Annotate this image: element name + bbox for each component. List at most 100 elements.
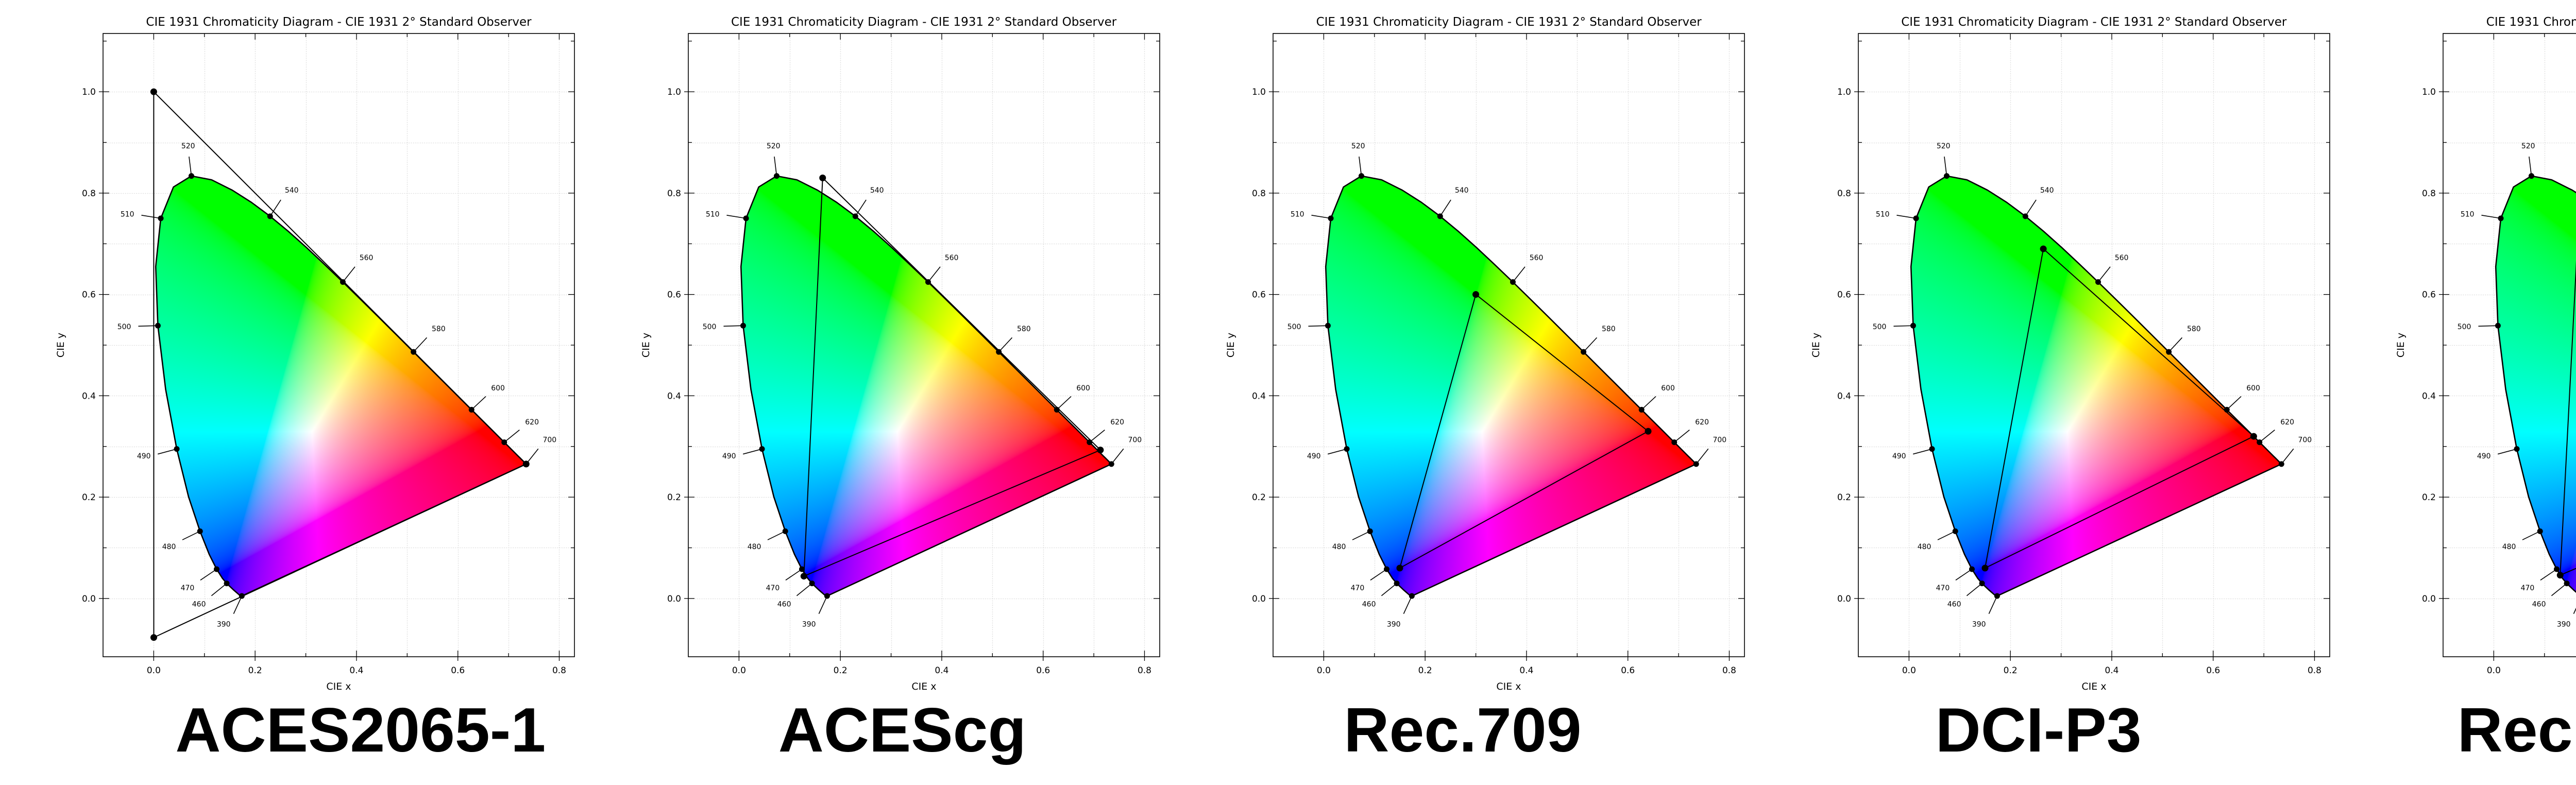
svg-text:470: 470 — [1351, 584, 1365, 592]
svg-text:600: 600 — [491, 384, 505, 392]
chart-title: CIE 1931 Chromaticity Diagram - CIE 1931… — [2486, 15, 2576, 29]
svg-text:0.4: 0.4 — [82, 391, 96, 401]
svg-text:390: 390 — [1387, 620, 1401, 628]
svg-text:0.4: 0.4 — [349, 665, 363, 676]
svg-text:0.8: 0.8 — [667, 189, 681, 199]
svg-text:490: 490 — [1892, 452, 1906, 460]
colorspace-label: DCI-P3 — [1935, 695, 2142, 765]
chart-axes-overlay: 0.0 0.2 0.4 0.6 0.8 0.0 0.2 0.4 0.6 0.8 1.0 CIE x CI… — [1810, 33, 2330, 692]
svg-text:460: 460 — [1362, 600, 1376, 608]
cie-figure: CIE 1931 Chromaticity Diagram - CIE 1931… — [585, 0, 1171, 693]
svg-text:540: 540 — [2040, 186, 2054, 195]
svg-text:480: 480 — [162, 543, 176, 551]
svg-text:0.2: 0.2 — [833, 665, 847, 676]
svg-text:0.6: 0.6 — [1252, 290, 1266, 300]
chromaticity-fill-canvas — [688, 33, 1160, 657]
svg-text:540: 540 — [870, 186, 884, 195]
svg-text:0.0: 0.0 — [2487, 665, 2501, 676]
svg-text:0.4: 0.4 — [1837, 391, 1851, 401]
chromaticity-panel-acescg: CIE 1931 Chromaticity Diagram - CIE 1931… — [585, 0, 1171, 785]
svg-text:700: 700 — [543, 436, 556, 444]
svg-text:520: 520 — [766, 142, 780, 150]
svg-text:500: 500 — [702, 323, 716, 331]
svg-text:390: 390 — [1972, 620, 1986, 628]
cie-figure: CIE 1931 Chromaticity Diagram - CIE 1931… — [1755, 0, 2341, 693]
svg-text:0.8: 0.8 — [82, 189, 96, 199]
svg-text:0.4: 0.4 — [2422, 391, 2436, 401]
svg-text:0.4: 0.4 — [935, 665, 948, 676]
svg-text:0.6: 0.6 — [667, 290, 681, 300]
svg-text:510: 510 — [1876, 211, 1890, 219]
svg-text:540: 540 — [285, 186, 299, 195]
svg-text:390: 390 — [802, 620, 816, 628]
svg-text:0.0: 0.0 — [1252, 594, 1266, 604]
chart-title: CIE 1931 Chromaticity Diagram - CIE 1931… — [1316, 15, 1702, 29]
svg-text:1.0: 1.0 — [2422, 87, 2436, 97]
chromaticity-fill-canvas — [1273, 33, 1745, 657]
svg-text:0.2: 0.2 — [1837, 492, 1851, 503]
svg-text:600: 600 — [1661, 384, 1675, 392]
svg-text:700: 700 — [1713, 436, 1727, 444]
svg-text:0.0: 0.0 — [1902, 665, 1916, 676]
svg-text:0.0: 0.0 — [82, 594, 96, 604]
svg-text:470: 470 — [181, 584, 195, 592]
svg-text:480: 480 — [1332, 543, 1346, 551]
svg-text:480: 480 — [2502, 543, 2516, 551]
chromaticity-fill-canvas — [103, 33, 574, 657]
svg-text:0.6: 0.6 — [1621, 665, 1635, 676]
svg-text:580: 580 — [2187, 325, 2201, 333]
svg-text:0.2: 0.2 — [82, 492, 96, 503]
chart-title: CIE 1931 Chromaticity Diagram - CIE 1931… — [1901, 15, 2287, 29]
svg-text:510: 510 — [121, 211, 134, 219]
svg-text:CIE x: CIE x — [2081, 681, 2106, 692]
cie-figure: CIE 1931 Chromaticity Diagram - CIE 1931… — [2340, 0, 2576, 693]
svg-text:CIE y: CIE y — [2395, 333, 2406, 357]
svg-text:0.0: 0.0 — [2422, 594, 2436, 604]
svg-text:600: 600 — [2246, 384, 2260, 392]
cie-figure: CIE 1931 Chromaticity Diagram - CIE 1931… — [1170, 0, 1755, 693]
svg-text:520: 520 — [1937, 142, 1951, 150]
svg-text:620: 620 — [525, 418, 539, 426]
colorspace-label: ACEScg — [778, 695, 1027, 765]
svg-text:0.0: 0.0 — [1837, 594, 1851, 604]
svg-text:580: 580 — [432, 325, 446, 333]
svg-text:0.4: 0.4 — [1252, 391, 1266, 401]
svg-text:600: 600 — [1076, 384, 1090, 392]
svg-text:490: 490 — [2477, 452, 2491, 460]
svg-text:0.6: 0.6 — [1837, 290, 1851, 300]
svg-text:620: 620 — [2280, 418, 2294, 426]
svg-text:CIE x: CIE x — [326, 681, 351, 692]
chromaticity-fill-canvas — [2443, 33, 2576, 657]
chromaticity-fill-canvas — [1858, 33, 2330, 657]
svg-text:CIE y: CIE y — [55, 333, 66, 357]
svg-text:490: 490 — [1307, 452, 1321, 460]
svg-text:520: 520 — [2521, 142, 2535, 150]
chart-axes-overlay: 0.0 0.2 0.4 0.6 0.8 0.0 0.2 0.4 0.6 0.8 1.0 CIE x CI… — [640, 33, 1160, 692]
chromaticity-panel-rec2020: CIE 1931 Chromaticity Diagram - CIE 1931… — [2340, 0, 2576, 785]
svg-text:1.0: 1.0 — [1252, 87, 1266, 97]
svg-text:1.0: 1.0 — [82, 87, 96, 97]
svg-text:470: 470 — [2521, 584, 2535, 592]
svg-text:0.2: 0.2 — [1252, 492, 1266, 503]
svg-text:CIE x: CIE x — [1497, 681, 1521, 692]
svg-text:0.8: 0.8 — [1837, 189, 1851, 199]
svg-text:0.2: 0.2 — [667, 492, 681, 503]
svg-text:460: 460 — [2532, 600, 2546, 608]
svg-text:0.0: 0.0 — [147, 665, 161, 676]
svg-text:500: 500 — [117, 323, 131, 331]
cie-figure: CIE 1931 Chromaticity Diagram - CIE 1931… — [0, 0, 585, 693]
svg-text:470: 470 — [1936, 584, 1950, 592]
svg-text:480: 480 — [747, 543, 761, 551]
colorspace-label: Rec.709 — [1344, 695, 1582, 765]
svg-text:0.8: 0.8 — [552, 665, 566, 676]
colorspace-label: Rec.2020 — [2457, 695, 2576, 765]
svg-text:560: 560 — [360, 254, 374, 262]
svg-text:0.6: 0.6 — [2206, 665, 2220, 676]
chromaticity-panel-aces2065-1: CIE 1931 Chromaticity Diagram - CIE 1931… — [0, 0, 585, 785]
svg-text:0.2: 0.2 — [1418, 665, 1432, 676]
svg-text:500: 500 — [1873, 323, 1887, 331]
svg-text:540: 540 — [1455, 186, 1469, 195]
svg-text:510: 510 — [705, 211, 719, 219]
svg-text:CIE y: CIE y — [1810, 333, 1822, 357]
svg-text:510: 510 — [2461, 211, 2475, 219]
